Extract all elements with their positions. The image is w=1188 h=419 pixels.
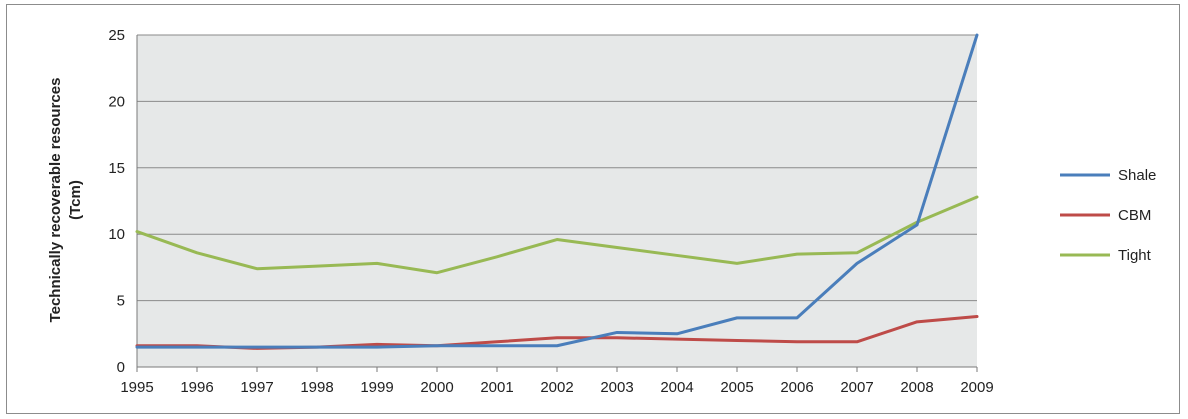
x-tick-label: 1998 <box>300 379 333 396</box>
series-line-tight <box>135 195 979 275</box>
x-tick-label: 2005 <box>720 379 753 396</box>
gridlines <box>137 34 977 302</box>
x-tick-label: 1997 <box>240 379 273 396</box>
y-axis-label: Technically recoverable resources <box>47 78 64 323</box>
plot-area <box>137 35 977 367</box>
x-tick-label: 1995 <box>120 379 153 396</box>
y-tick-label: 10 <box>108 226 125 243</box>
y-tick-label: 0 <box>117 359 125 376</box>
series-line-shale <box>135 33 979 349</box>
x-tick-label: 2003 <box>600 379 633 396</box>
x-tick-labels: 1995 1996 1997 1998 1999 2000 2001 2002 2003 2004… <box>120 367 994 396</box>
y-tick-labels: 0 5 10 15 20 25 <box>108 27 125 376</box>
series-lines <box>135 33 979 350</box>
y-tick-label: 5 <box>117 293 125 310</box>
x-tick-label: 2004 <box>660 379 693 396</box>
x-tick-label: 1996 <box>180 379 213 396</box>
y-axis-unit: (Tcm) <box>67 180 84 220</box>
y-tick-label: 25 <box>108 27 125 44</box>
x-tick-label: 2002 <box>540 379 573 396</box>
legend-label-cbm: CBM <box>1118 207 1151 224</box>
x-tick-label: 2001 <box>480 379 513 396</box>
x-tick-label: 2007 <box>840 379 873 396</box>
x-tick-label: 2000 <box>420 379 453 396</box>
y-tick-label: 20 <box>108 93 125 110</box>
x-tick-label: 2009 <box>960 379 993 396</box>
legend: Shale CBM Tight <box>1060 167 1156 264</box>
legend-label-tight: Tight <box>1118 247 1152 264</box>
x-tick-label: 2006 <box>780 379 813 396</box>
legend-label-shale: Shale <box>1118 167 1156 184</box>
y-tick-label: 15 <box>108 160 125 177</box>
x-tick-label: 2008 <box>900 379 933 396</box>
x-tick-label: 1999 <box>360 379 393 396</box>
